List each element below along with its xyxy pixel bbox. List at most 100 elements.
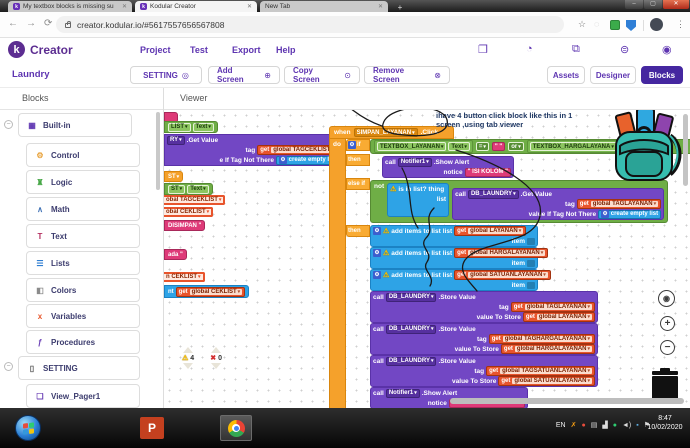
mutator-gear-icon[interactable]: ⚙ <box>373 271 381 279</box>
textbox-text-getter[interactable]: TEXTBOX_LAYANAN Text <box>374 140 473 153</box>
variable-chip[interactable]: n CEKLIST <box>164 272 205 282</box>
variable-chip[interactable]: obal TAGCEKLIST <box>164 195 226 205</box>
browser-menu-icon[interactable]: ⋮ <box>676 19 685 29</box>
chrome-taskbar-icon[interactable] <box>220 415 252 441</box>
tray-app-icon[interactable]: ● <box>581 421 586 429</box>
palette-item-logic[interactable]: ♜ Logic <box>26 170 140 194</box>
powerpoint-taskbar-icon[interactable]: P <box>140 417 164 439</box>
get-variable-block[interactable]: get global LAYANAN <box>454 226 527 236</box>
get-variable-block[interactable]: get global TAGSATUANLAYANAN <box>486 366 595 376</box>
empty-socket[interactable] <box>527 259 535 267</box>
tab-close-icon[interactable]: ✕ <box>246 4 252 10</box>
get-variable-block[interactable]: get global SATUANLAYANAN <box>454 270 551 280</box>
component-dropdown[interactable]: Notifier1 <box>385 388 420 398</box>
add-items-block[interactable]: ⚙ ⚠ add items to list list get global SATUAN… <box>370 269 551 291</box>
component-dropdown[interactable]: TEXTBOX_LAYANAN <box>377 142 447 151</box>
projects-icon[interactable]: ❐ <box>478 44 488 56</box>
sidebar-scrollbar[interactable] <box>156 112 160 190</box>
menu-export[interactable]: Export <box>232 45 261 55</box>
is-in-list-block[interactable]: ⚠ is in list? thing list <box>387 183 450 217</box>
maximize-button[interactable]: ▢ <box>644 0 662 9</box>
empty-socket[interactable] <box>527 281 535 289</box>
create-empty-list-block[interactable]: ⚙ create empty list <box>598 209 662 219</box>
property-dropdown[interactable]: Text <box>448 142 470 151</box>
back-icon[interactable]: ← <box>8 18 18 29</box>
get-variable-block[interactable]: get global SATUANLAYANAN <box>498 376 595 386</box>
taskbar-clock[interactable]: 8:47 10/02/2020 <box>642 414 688 432</box>
add-screen-button[interactable]: Add Screen ⊕ <box>208 66 280 84</box>
get-variable-block[interactable]: get global TAGLAYANAN <box>510 302 595 312</box>
collapse-screen-icon[interactable]: − <box>4 362 13 371</box>
viewer-horizontal-scrollbar[interactable] <box>450 398 684 404</box>
menu-test[interactable]: Test <box>190 45 208 55</box>
language-indicator[interactable]: EN <box>555 421 566 429</box>
error-down-icon[interactable] <box>211 363 222 369</box>
blocks-viewer-canvas[interactable]: ihave 4 button click block like this in … <box>164 110 690 408</box>
start-button[interactable] <box>15 415 41 441</box>
collapse-builtin-icon[interactable]: − <box>4 120 13 129</box>
tray-app-icon[interactable]: ✗ <box>570 422 577 429</box>
tab-close-icon[interactable]: ✕ <box>377 4 383 10</box>
text-string-block[interactable]: " ISI KOLOM " <box>464 167 511 177</box>
address-bar[interactable]: creator.kodular.io/#5617557656567808 <box>56 16 564 33</box>
shield-extension-icon[interactable] <box>626 20 636 31</box>
tray-app-icon[interactable]: ● <box>612 421 617 429</box>
palette-item-variables[interactable]: x Variables <box>26 304 140 328</box>
bookmark-star-icon[interactable]: ☆ <box>578 19 587 29</box>
blocks-button[interactable]: Blocks <box>641 66 683 84</box>
warning-counter[interactable]: ⚠ 4 <box>182 346 194 370</box>
fragment-component-getter[interactable]: ST Text <box>164 183 213 195</box>
volume-icon[interactable]: ◄) <box>621 421 632 429</box>
palette-item-text[interactable]: T Text <box>26 224 140 248</box>
menu-help[interactable]: Help <box>276 45 296 55</box>
add-items-block[interactable]: ⚙ ⚠ add items to list list get global LAYANA… <box>370 225 538 247</box>
minimize-button[interactable]: – <box>625 0 643 9</box>
zoom-out-icon[interactable]: − <box>660 340 675 355</box>
get-variable-block[interactable]: get global TAGLAYANAN <box>576 199 662 209</box>
account-icon[interactable]: ◉ <box>662 44 672 56</box>
tray-document-icon[interactable]: ▤ <box>590 422 598 429</box>
mutator-gear-icon[interactable]: ⚙ <box>601 210 610 218</box>
get-variable-block[interactable]: get global TAGHARGALAYANAN <box>488 334 595 344</box>
component-dropdown[interactable]: DB_LAUNDRY <box>385 324 437 334</box>
palette-builtin[interactable]: ▦ Built-in <box>18 113 132 137</box>
component-dropdown[interactable]: Notifier1 <box>397 157 432 167</box>
action-center-flag-icon[interactable]: ⚑ <box>643 422 650 429</box>
equals-operator[interactable]: = <box>475 142 489 151</box>
browser-tab-3[interactable]: New Tab ✕ <box>260 1 388 12</box>
mutator-gear-icon[interactable]: ⚙ <box>278 156 287 164</box>
event-component-dropdown[interactable]: SIMPAN_LAYANAN <box>353 128 418 137</box>
copy-screen-button[interactable]: Copy Screen ⊙ <box>284 66 360 84</box>
empty-string-block[interactable]: " " <box>491 142 506 151</box>
reload-icon[interactable]: ⟳ <box>44 18 53 29</box>
palette-item-control[interactable]: ⚙ Control <box>26 143 140 167</box>
warning-down-icon[interactable] <box>183 363 194 369</box>
mutator-gear-icon[interactable]: ⚙ <box>373 227 381 235</box>
component-dropdown[interactable]: DB_LAUNDRY <box>385 292 437 302</box>
browser-tab-1[interactable]: k My textbox blocks is missing su ✕ <box>8 1 132 12</box>
get-variable-block[interactable]: get global HARGALAYANAN <box>500 344 595 354</box>
error-up-icon[interactable] <box>211 347 222 353</box>
remove-screen-button[interactable]: Remove Screen ⊗ <box>364 66 450 84</box>
viewer-vertical-scrollbar[interactable] <box>683 114 688 186</box>
fragment-text-block[interactable]: DISIMPAN " <box>164 220 206 231</box>
empty-socket[interactable] <box>527 237 535 245</box>
extension-icon[interactable]: ◌ <box>594 19 600 29</box>
new-tab-button[interactable]: + <box>397 2 403 12</box>
center-blocks-icon[interactable]: ◉ <box>658 290 675 307</box>
component-dropdown[interactable]: DB_LAUNDRY <box>385 356 437 366</box>
fragment-component-getter[interactable]: LIST Text <box>164 121 218 133</box>
get-variable-block[interactable]: get global TAGCEKLIST <box>257 145 339 155</box>
get-variable-block[interactable]: get global LAYANAN <box>522 312 595 322</box>
network-signal-icon[interactable]: ▟ <box>602 422 608 429</box>
forward-icon[interactable]: → <box>26 18 36 29</box>
assets-button[interactable]: Assets <box>547 66 585 84</box>
component-dropdown[interactable]: DB_LAUNDRY <box>467 189 519 199</box>
fragment-text-block[interactable]: ada " <box>164 249 187 260</box>
zoom-in-icon[interactable]: + <box>660 316 675 331</box>
palette-item-math[interactable]: ∧ Math <box>26 197 140 221</box>
